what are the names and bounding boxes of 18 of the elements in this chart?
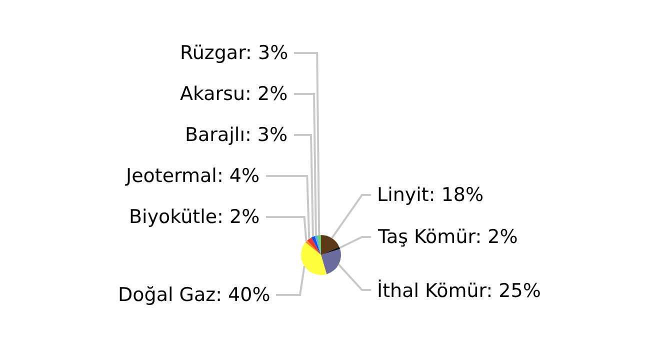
slice-label: Akarsu: 2% bbox=[180, 83, 288, 105]
slice-label: Taş Kömür: 2% bbox=[377, 226, 518, 248]
pie-slice bbox=[301, 242, 327, 275]
pie-slice bbox=[321, 249, 341, 274]
pie-slice bbox=[321, 235, 340, 255]
slice-label: Jeotermal: 4% bbox=[125, 165, 260, 187]
pie-slice bbox=[314, 235, 321, 255]
pie-slice bbox=[321, 246, 340, 255]
slice-label: Barajlı: 3% bbox=[185, 124, 288, 146]
pie-slice bbox=[307, 238, 321, 255]
slice-label: Rüzgar: 3% bbox=[180, 42, 288, 64]
slice-label: İthal Kömür: 25% bbox=[377, 279, 541, 302]
pie-slice bbox=[311, 236, 321, 255]
pie-slice bbox=[305, 240, 321, 255]
slice-label: Doğal Gaz: 40% bbox=[118, 284, 270, 306]
slice-label: Linyit: 18% bbox=[377, 184, 484, 206]
slice-label: Biyokütle: 2% bbox=[129, 206, 260, 228]
pie-slice bbox=[317, 235, 321, 255]
